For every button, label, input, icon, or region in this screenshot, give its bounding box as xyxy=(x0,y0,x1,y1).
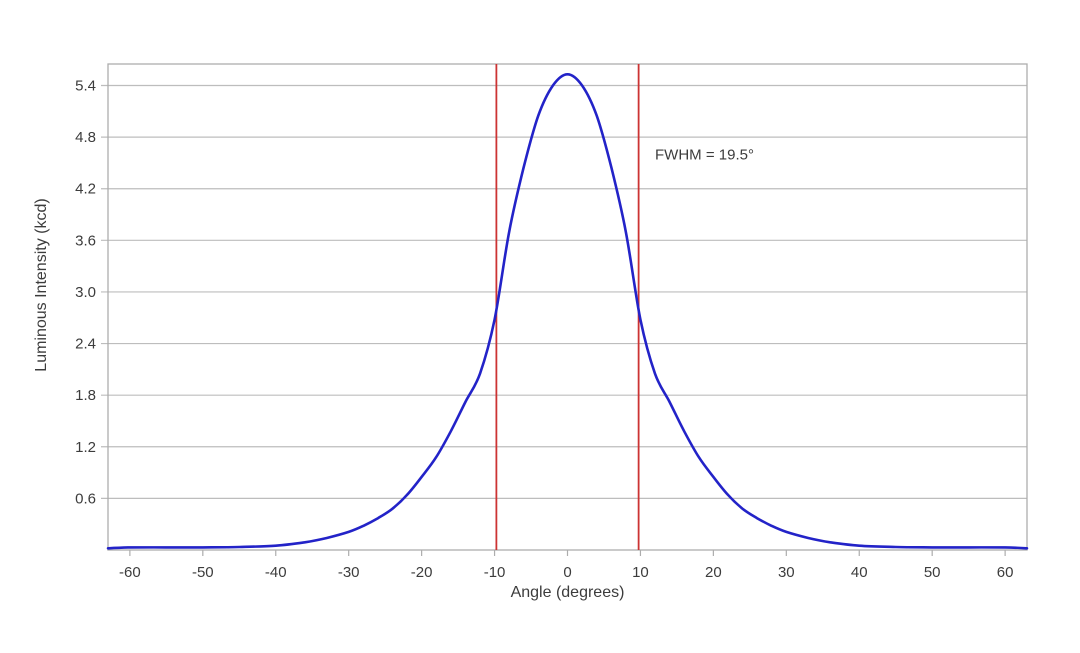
y-tick-label: 2.4 xyxy=(75,336,96,353)
y-tick-label: 1.8 xyxy=(75,387,96,404)
y-axis-title: Luminous Intensity (kcd) xyxy=(33,198,50,371)
intensity-curve xyxy=(106,73,1029,550)
y-tick-label: 5.4 xyxy=(75,78,96,95)
series-layer xyxy=(106,73,1029,550)
x-tick-label: -60 xyxy=(119,564,141,581)
x-tick-label: -50 xyxy=(192,564,214,581)
x-tick-label: 20 xyxy=(705,564,722,581)
grid-layer xyxy=(101,63,1028,556)
y-tick-label: 4.8 xyxy=(75,129,96,146)
x-tick-label: 0 xyxy=(563,564,571,581)
x-tick-label: 30 xyxy=(778,564,795,581)
x-tick-label: 10 xyxy=(632,564,649,581)
x-tick-label: 40 xyxy=(851,564,868,581)
y-tick-label: 1.2 xyxy=(75,439,96,456)
x-axis-title: Angle (degrees) xyxy=(511,584,625,601)
x-tick-label: -30 xyxy=(338,564,360,581)
y-tick-label: 3.0 xyxy=(75,284,96,301)
x-tick-label: -10 xyxy=(484,564,506,581)
plot-border xyxy=(107,63,1028,551)
x-tick-label: -20 xyxy=(411,564,433,581)
x-tick-label: -40 xyxy=(265,564,287,581)
tick-label-layer: 0.6 1.2 1.8 2.4 3.0 3.6 4.2 4.8 5.4 -60 -50 -40 -30 -… xyxy=(75,78,1013,581)
x-tick-label: 60 xyxy=(997,564,1014,581)
x-tick-label: 50 xyxy=(924,564,941,581)
y-tick-label: 4.2 xyxy=(75,181,96,198)
y-tick-label: 3.6 xyxy=(75,232,96,249)
fwhm-annotation: FWHM = 19.5° xyxy=(655,146,754,163)
y-tick-label: 0.6 xyxy=(75,490,96,507)
